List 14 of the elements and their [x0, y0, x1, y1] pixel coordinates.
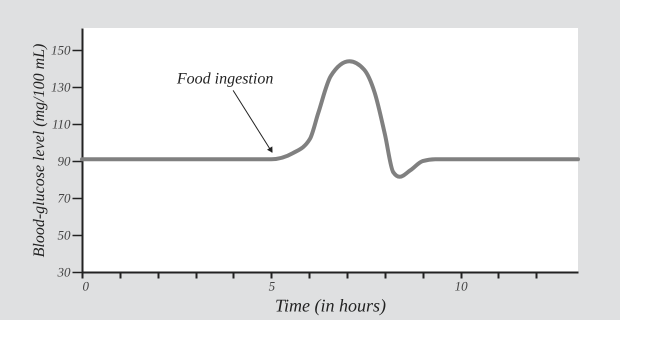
annotation: Food ingestion: [176, 70, 274, 88]
y-axis-title: Blood-glucose level (mg/100 mL): [31, 44, 48, 258]
x-tick-label: 10: [454, 278, 468, 294]
line-series: [80, 59, 580, 179]
y-tick-label: 90: [58, 154, 71, 169]
y-tick-label: 150: [51, 42, 71, 58]
y-tick-label: 130: [51, 80, 71, 95]
x-tick-label: 0: [82, 278, 90, 294]
x-tick-label: 5: [268, 278, 276, 294]
y-tick-label: 110: [52, 116, 71, 132]
x-axis-title: Time (in hours): [274, 296, 386, 316]
y-tick-label: 70: [58, 190, 71, 206]
y-tick-label: 30: [56, 264, 71, 280]
y-tick-label: 50: [58, 228, 71, 243]
